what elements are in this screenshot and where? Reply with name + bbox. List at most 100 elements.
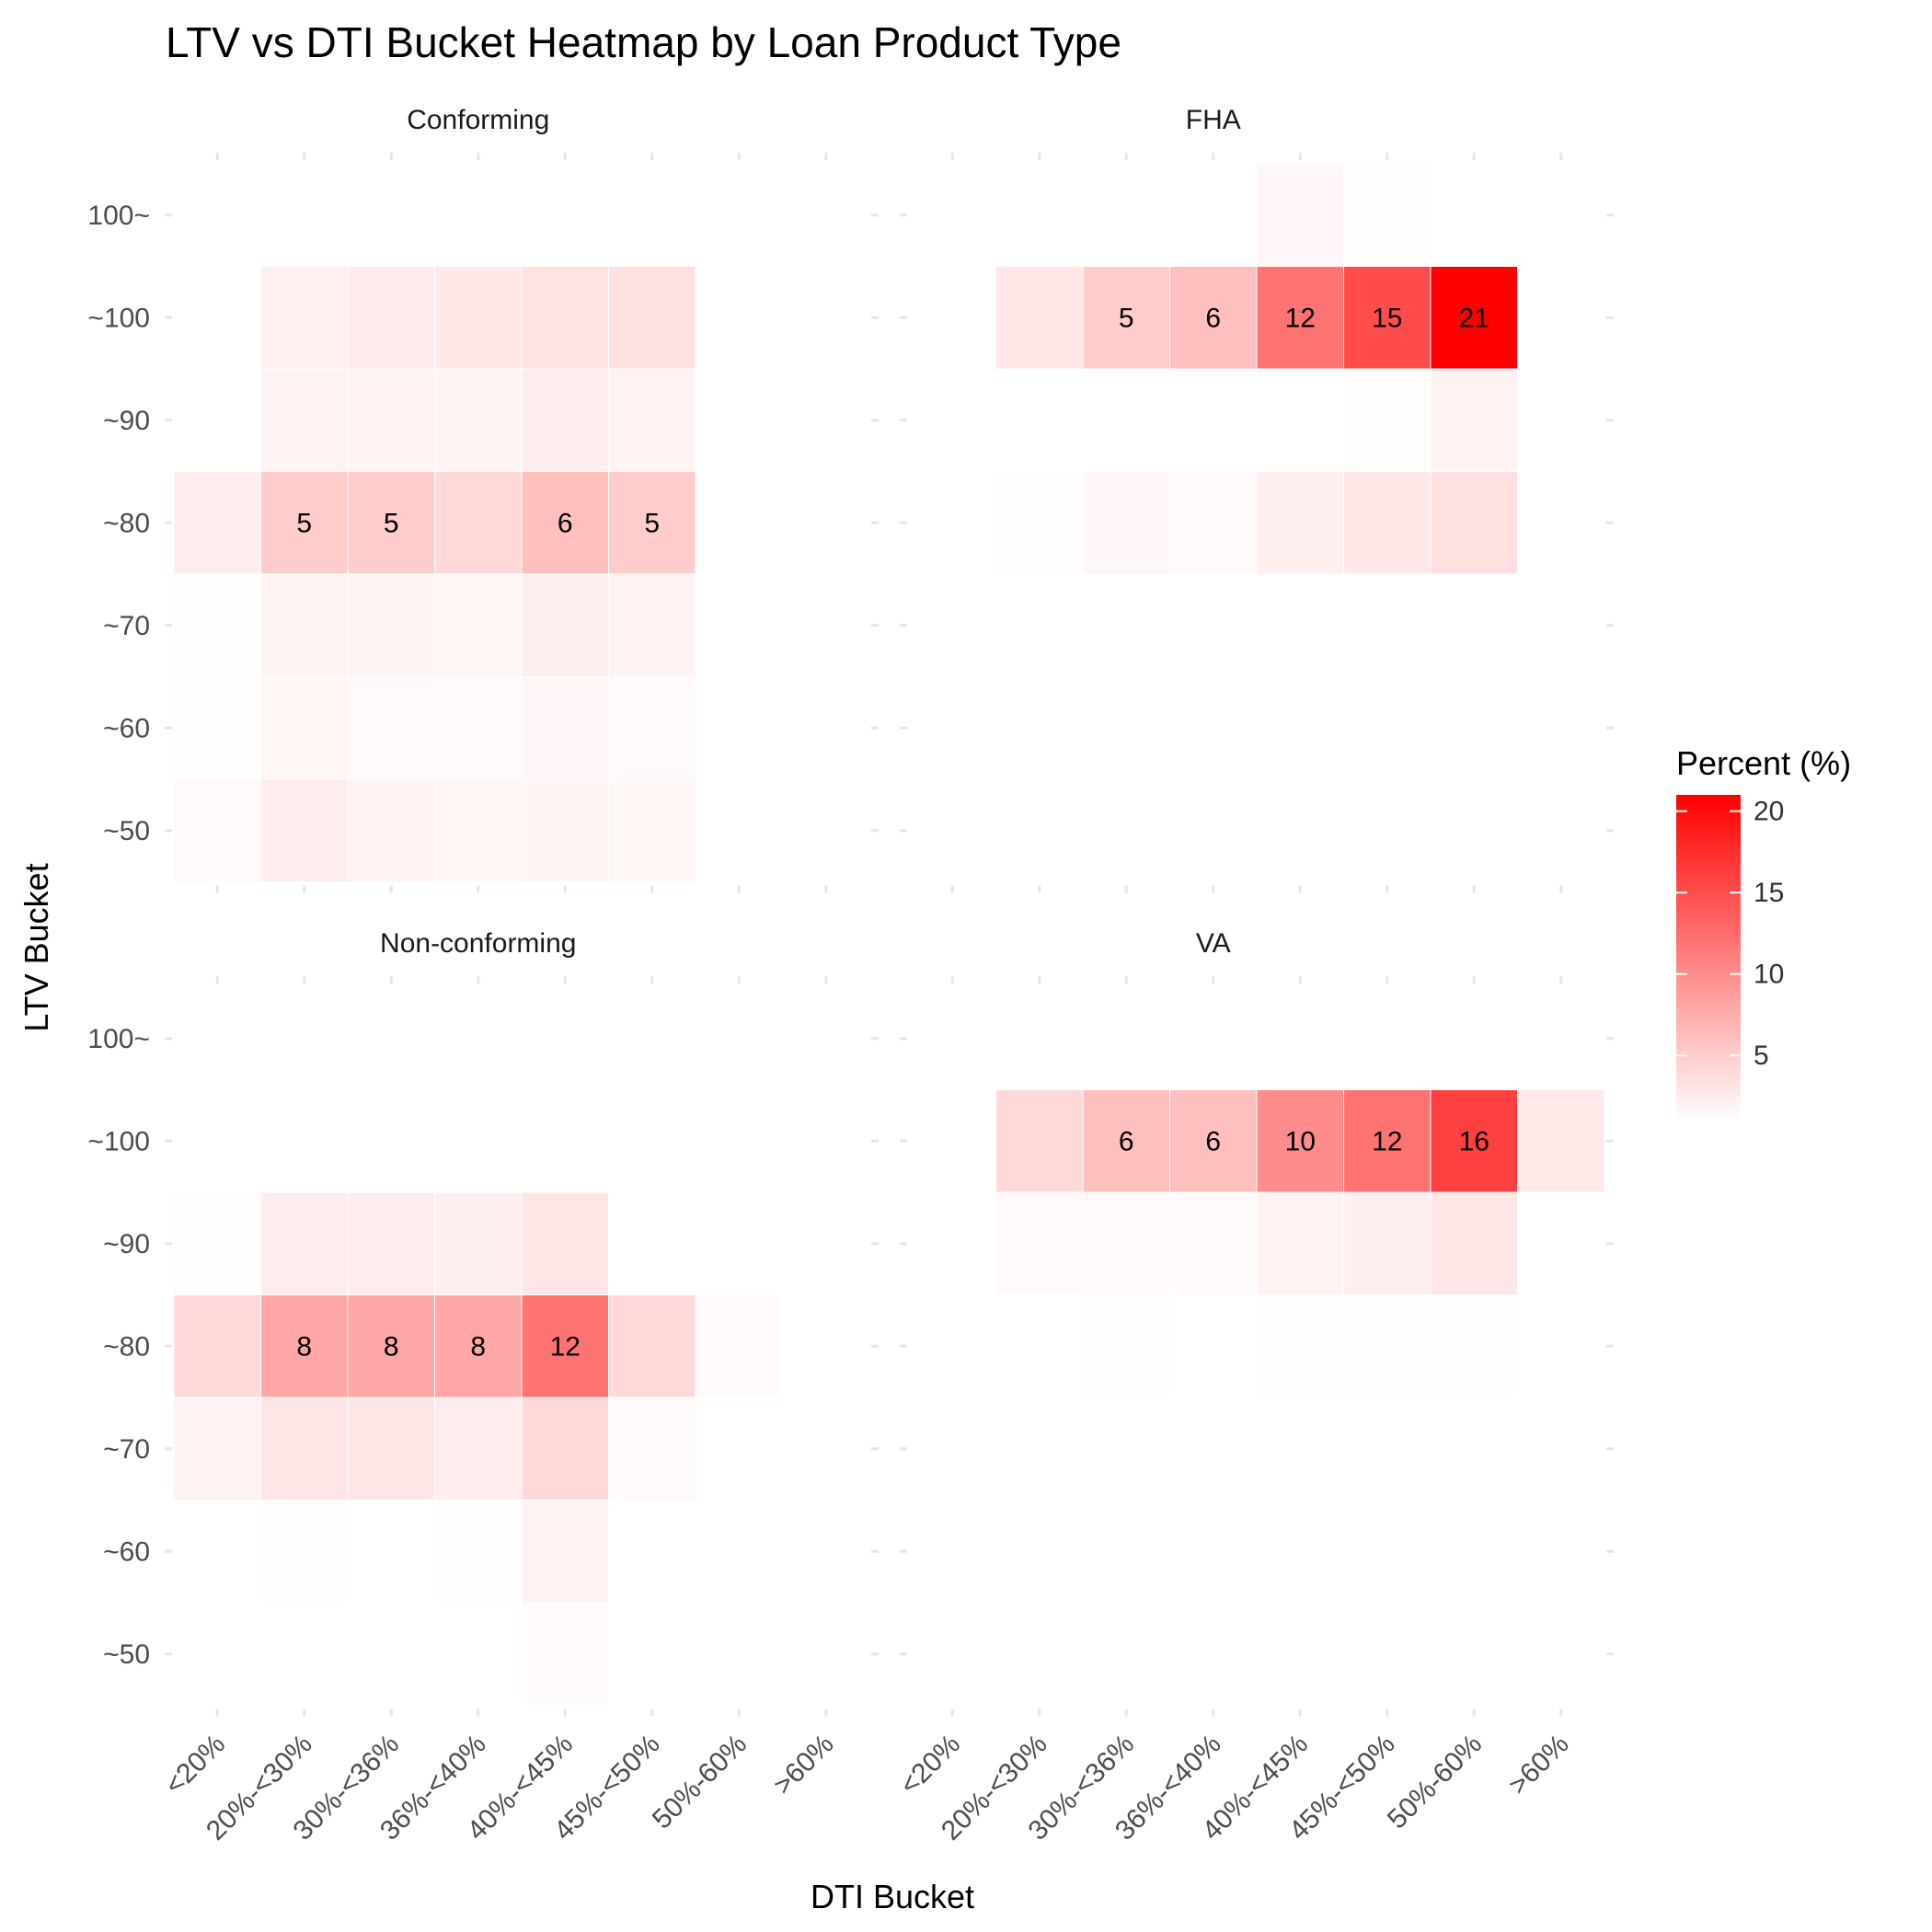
heatmap-cell (995, 266, 1084, 370)
heatmap-cell (995, 1191, 1084, 1295)
heatmap-cell (521, 471, 609, 575)
heatmap-cell (1082, 1294, 1170, 1398)
heatmap-cell (1343, 266, 1432, 370)
heatmap-cell (1517, 1089, 1605, 1193)
y-axis-title: LTV Bucket (17, 863, 55, 1031)
heatmap-cell (1256, 1294, 1344, 1398)
cell-value-label: 21 (1459, 303, 1489, 333)
heatmap-cell (1343, 1089, 1432, 1193)
heatmap-cell (434, 1500, 523, 1604)
y-tick-label: ~90 (103, 406, 150, 436)
heatmap-cell (1517, 1294, 1605, 1398)
heatmap-cell (260, 1500, 349, 1604)
cell-value-label: 6 (1119, 1126, 1134, 1156)
legend-tick-label: 20 (1754, 797, 1784, 827)
facet-panel: VA6 6 10 12 16<20%20%-<30%30%-<36%36%-<40%40… (894, 928, 1614, 1846)
facet-strip-label: VA (1196, 928, 1231, 959)
heatmap-cell (1430, 1294, 1518, 1398)
y-tick-label: ~60 (103, 713, 150, 743)
heatmap-cell (1343, 1397, 1432, 1501)
heatmap-cell (434, 1191, 523, 1295)
heatmap-cell (608, 676, 696, 780)
heatmap-cell (1430, 676, 1518, 780)
heatmap-cell (260, 778, 349, 882)
heatmap-cell (521, 1191, 609, 1295)
heatmap-cell (1169, 266, 1258, 370)
heatmap-cell (608, 1191, 696, 1295)
heatmap-cell (347, 1089, 435, 1193)
heatmap-cell (173, 1191, 261, 1295)
x-tick-label: >60% (1503, 1729, 1575, 1800)
y-tick-label: ~50 (103, 1639, 150, 1670)
heatmap-cell (434, 1602, 523, 1706)
heatmap-cell (1256, 676, 1344, 780)
heatmap-cell (173, 368, 261, 472)
heatmap-cell (260, 676, 349, 780)
heatmap-cell (173, 471, 261, 575)
heatmap-cell (347, 163, 435, 267)
heatmap-cell (434, 368, 523, 472)
heatmap-cell (995, 163, 1084, 267)
heatmap-cell (1256, 573, 1344, 677)
x-tick-label: 50%-60% (1382, 1729, 1488, 1834)
cell-value-label: 5 (384, 508, 399, 538)
heatmap-cell (260, 368, 349, 472)
cell-value-label: 5 (644, 508, 660, 538)
heatmap-cell (608, 778, 696, 882)
heatmap-cell (695, 1602, 783, 1706)
heatmap-cell (782, 1294, 870, 1398)
heatmap-cell (347, 573, 435, 677)
y-tick-label: 100~ (87, 1024, 150, 1054)
heatmap-cell (1082, 471, 1170, 575)
heatmap-cell (347, 676, 435, 780)
heatmap-cell (521, 1602, 609, 1706)
cell-value-label: 6 (1205, 303, 1221, 333)
heatmap-cell (1430, 368, 1518, 472)
heatmap-cell (173, 1500, 261, 1604)
heatmap-cell (1430, 163, 1518, 267)
heatmap-cell (608, 1500, 696, 1604)
heatmap-cell (1343, 471, 1432, 575)
heatmap-cell (521, 676, 609, 780)
y-tick-label: ~100 (87, 303, 150, 333)
x-tick-label: <20% (894, 1729, 966, 1800)
heatmap-cell (608, 573, 696, 677)
heatmap-cell (260, 573, 349, 677)
heatmap-cell (521, 266, 609, 370)
heatmap-cell (521, 1397, 609, 1501)
heatmap-cell (521, 778, 609, 882)
heatmap-cell (434, 1294, 523, 1398)
heatmap-cell (695, 573, 783, 677)
heatmap-cell (695, 778, 783, 882)
heatmap-cell (521, 1089, 609, 1193)
heatmap-cell (1343, 676, 1432, 780)
heatmap-cell (173, 1294, 261, 1398)
facet-strip-label: Non-conforming (380, 928, 576, 959)
legend: Percent (%) 5 10 15 20 (1676, 744, 1851, 1121)
heatmap-cell (260, 1602, 349, 1706)
heatmap-cell (1082, 1397, 1170, 1501)
y-tick-label: ~100 (87, 1126, 150, 1156)
heatmap-cell (260, 266, 349, 370)
heatmap-cell (347, 266, 435, 370)
heatmap-cell (521, 573, 609, 677)
heatmap-cell (1343, 778, 1432, 882)
heatmap-cell (695, 1500, 783, 1604)
heatmap-cell (695, 266, 783, 370)
heatmap-cell (1169, 1294, 1258, 1398)
x-tick-label: <20% (159, 1729, 231, 1800)
facet-strip-label: FHA (1186, 105, 1241, 135)
heatmap-cell (1169, 778, 1258, 882)
y-tick-label: ~90 (103, 1229, 150, 1259)
heatmap-cell (1169, 163, 1258, 267)
heatmap-cell (995, 1294, 1084, 1398)
y-tick-label: ~60 (103, 1536, 150, 1567)
cell-value-label: 5 (296, 508, 312, 538)
heatmap-cell (995, 1602, 1084, 1706)
heatmap-cell (1082, 573, 1170, 677)
heatmap-cell (1343, 368, 1432, 472)
heatmap-cell (1343, 163, 1432, 267)
heatmap-cell (173, 778, 261, 882)
cell-value-label: 8 (470, 1331, 486, 1362)
heatmap-cell (1169, 368, 1258, 472)
